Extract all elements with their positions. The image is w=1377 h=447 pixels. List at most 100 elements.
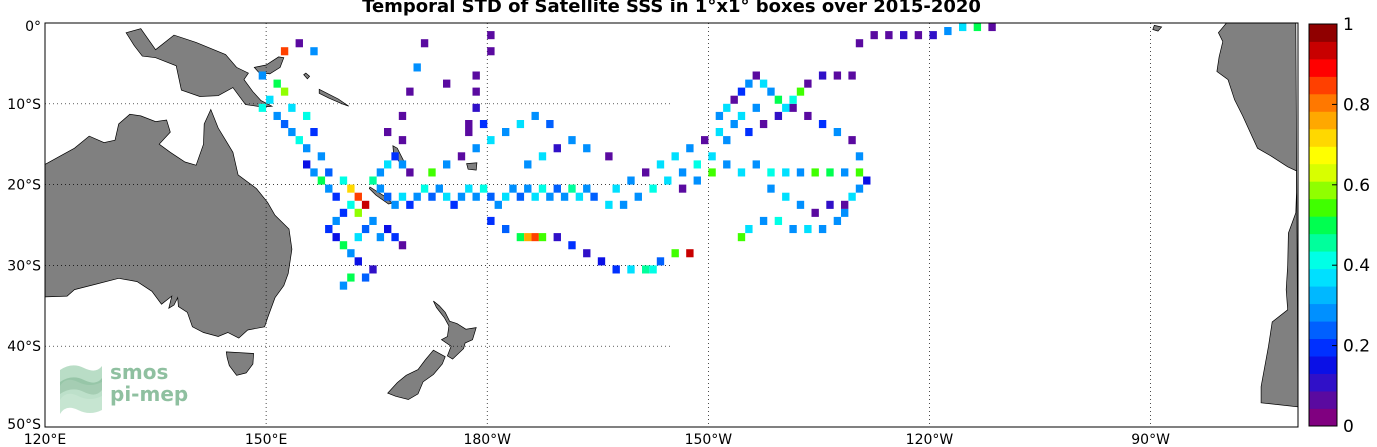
- sss-std-cell: [553, 144, 561, 153]
- galapagos-islands: [1152, 24, 1163, 32]
- colorbar-tick-label: 0.8: [1343, 95, 1370, 115]
- sss-std-cell: [863, 176, 871, 185]
- sss-std-cell: [634, 192, 642, 201]
- x-tick-label: 150°E: [245, 432, 288, 447]
- sss-std-cell: [258, 71, 267, 80]
- sss-std-cell: [752, 160, 760, 169]
- grid-lines: [45, 23, 1151, 427]
- sss-std-cell: [457, 192, 466, 201]
- colorbar-frame: [1308, 23, 1338, 427]
- sss-std-cell: [479, 120, 488, 129]
- sss-std-cell: [288, 103, 296, 112]
- sss-std-cell: [295, 39, 303, 48]
- sss-std-cell: [325, 225, 333, 234]
- sss-std-cell: [369, 176, 377, 185]
- sss-std-cell: [612, 265, 620, 274]
- sss-std-cell: [516, 233, 525, 242]
- sss-std-cell: [472, 87, 480, 96]
- sss-std-cell: [376, 168, 385, 177]
- sss-std-cell: [413, 192, 421, 201]
- sss-std-cell: [605, 152, 613, 161]
- sss-std-cell: [774, 216, 783, 225]
- sss-std-cell: [369, 265, 377, 274]
- sss-std-cell: [531, 111, 539, 120]
- sss-std-cell: [398, 136, 407, 145]
- sss-std-cell: [288, 128, 296, 137]
- sss-std-cell: [848, 71, 856, 80]
- sss-std-cell: [538, 152, 547, 161]
- y-tick-label: 10°S: [7, 97, 41, 113]
- sss-std-cell: [752, 103, 760, 112]
- sss-std-cell: [524, 233, 532, 242]
- sss-std-cell: [568, 241, 576, 250]
- sss-std-cell: [678, 184, 687, 193]
- colorbar-swatch: [1309, 408, 1337, 427]
- colorbar-swatch: [1309, 59, 1337, 77]
- sss-std-cell: [671, 249, 679, 258]
- sss-std-cell: [767, 87, 775, 96]
- sss-std-cell: [752, 71, 760, 80]
- y-tick-label: 20°S: [7, 178, 41, 194]
- y-tick-label: 50°S: [7, 417, 41, 433]
- sss-std-cell: [774, 111, 783, 120]
- colorbar-swatch: [1309, 216, 1337, 235]
- sss-std-cell: [723, 160, 731, 169]
- sss-std-cell: [516, 192, 525, 201]
- sss-std-cell: [737, 111, 746, 120]
- sss-std-cell: [796, 87, 805, 96]
- colorbar-tick-label: 0.4: [1343, 256, 1370, 276]
- sss-std-cell: [391, 200, 399, 209]
- sss-std-cell: [310, 128, 318, 137]
- sss-std-cell: [398, 192, 407, 201]
- sss-std-cell: [435, 184, 443, 193]
- sss-std-cell: [642, 168, 650, 177]
- colorbar-tick-label: 0.2: [1343, 337, 1370, 357]
- colorbar-swatch: [1309, 24, 1337, 42]
- sss-std-cell: [745, 128, 753, 137]
- sss-std-cell: [789, 95, 797, 104]
- sss-std-cell: [420, 39, 429, 48]
- data-cells: [258, 23, 996, 290]
- sss-std-cell: [516, 120, 525, 129]
- sss-std-cell: [347, 249, 355, 258]
- sss-std-cell: [502, 128, 510, 137]
- colorbar-swatch: [1309, 41, 1337, 60]
- sss-std-cell: [855, 184, 864, 193]
- sss-std-cell: [774, 95, 783, 104]
- colorbar-swatch: [1309, 373, 1337, 392]
- colorbar-swatch: [1309, 303, 1337, 322]
- sss-std-cell: [502, 225, 510, 234]
- colorbar-swatch: [1309, 128, 1337, 147]
- sss-std-cell: [678, 168, 687, 177]
- sss-std-cell: [546, 192, 554, 201]
- sss-std-cell: [649, 265, 657, 274]
- sss-std-cell: [398, 111, 407, 120]
- sss-std-cell: [487, 136, 495, 145]
- sss-std-cell: [384, 192, 392, 201]
- sss-std-cell: [782, 168, 790, 177]
- colorbar-swatch: [1309, 163, 1337, 182]
- colorbar-swatch: [1309, 321, 1337, 339]
- sss-std-cell: [583, 144, 591, 153]
- sss-std-cell: [730, 120, 738, 129]
- sss-std-cell: [833, 216, 842, 225]
- sss-std-cell: [723, 136, 731, 145]
- logo-text-pimep: pi-mep: [110, 382, 189, 406]
- sss-std-cell: [332, 192, 340, 201]
- tasmania-island: [225, 351, 254, 376]
- colorbar-swatch: [1309, 286, 1337, 305]
- colorbar: 0 0.2 0.4 0.6 0.8 1: [1308, 15, 1370, 437]
- sss-std-cell: [833, 71, 842, 80]
- sss-std-cell: [347, 200, 355, 209]
- sss-std-cell: [841, 208, 849, 217]
- sss-std-cell: [597, 257, 606, 266]
- sss-std-cell: [487, 31, 495, 40]
- sss-std-cell: [531, 192, 539, 201]
- sss-std-cell: [686, 249, 694, 258]
- sss-std-cell: [354, 192, 362, 201]
- sss-std-cell: [361, 273, 370, 282]
- sss-std-cell: [339, 241, 348, 250]
- australia-landmass: [44, 108, 293, 339]
- sss-std-cell: [656, 160, 665, 169]
